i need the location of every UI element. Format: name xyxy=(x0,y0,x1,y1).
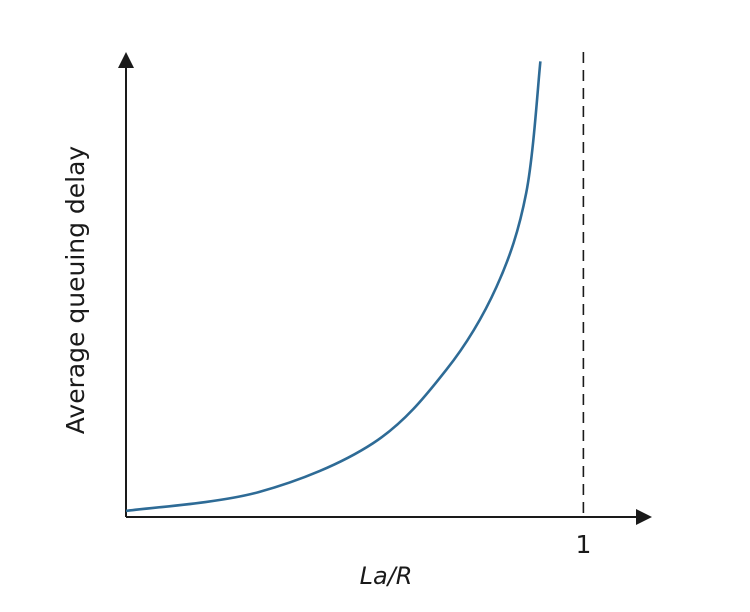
y-axis-label: Average queuing delay xyxy=(61,146,90,435)
series-line xyxy=(125,61,542,513)
y-axis-arrow-icon xyxy=(118,52,134,68)
x-tick-label: 1 xyxy=(575,530,591,559)
x-axis-arrow-icon xyxy=(636,509,652,525)
x-axis-label: La/R xyxy=(360,562,413,590)
